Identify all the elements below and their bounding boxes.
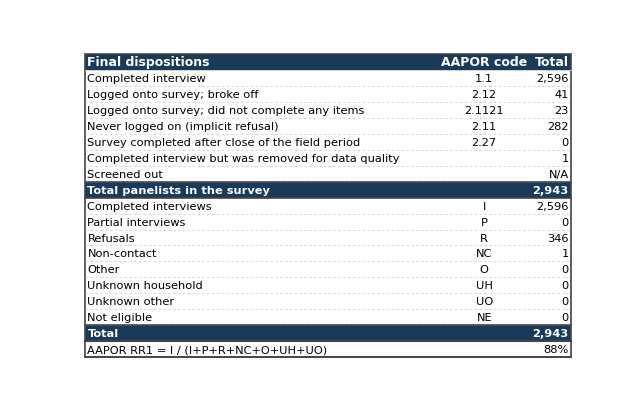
Text: Completed interview but was removed for data quality: Completed interview but was removed for … [88, 153, 400, 163]
Text: Total panelists in the survey: Total panelists in the survey [88, 185, 270, 195]
Text: N/A: N/A [548, 169, 568, 179]
Bar [85, 182, 571, 198]
Text: 0: 0 [561, 265, 568, 275]
Text: 2,596: 2,596 [536, 74, 568, 84]
Text: 41: 41 [554, 90, 568, 100]
Bar [85, 71, 571, 87]
Text: 2.11: 2.11 [472, 122, 497, 132]
Bar [85, 166, 571, 182]
Bar [85, 87, 571, 102]
Text: Unknown household: Unknown household [88, 281, 203, 291]
Bar [85, 309, 571, 326]
Bar [85, 134, 571, 150]
Text: Logged onto survey; broke off: Logged onto survey; broke off [88, 90, 259, 100]
Bar [85, 214, 571, 230]
Text: 2.27: 2.27 [472, 137, 497, 147]
Text: 1: 1 [561, 153, 568, 163]
Text: 1.1: 1.1 [475, 74, 493, 84]
Text: I: I [483, 201, 486, 211]
Text: 0: 0 [561, 313, 568, 322]
Bar [85, 102, 571, 119]
Bar [85, 198, 571, 214]
Text: Screened out: Screened out [88, 169, 163, 179]
Text: R: R [480, 233, 488, 243]
Text: AAPOR code: AAPOR code [441, 56, 527, 69]
Text: 0: 0 [561, 217, 568, 227]
Bar [85, 341, 571, 357]
Text: 2.12: 2.12 [472, 90, 497, 100]
Text: 0: 0 [561, 281, 568, 291]
Bar [85, 119, 571, 134]
Text: Completed interviews: Completed interviews [88, 201, 212, 211]
Text: Logged onto survey; did not complete any items: Logged onto survey; did not complete any… [88, 106, 365, 115]
Bar [85, 278, 571, 294]
Bar [85, 262, 571, 278]
Text: Final dispositions: Final dispositions [88, 56, 210, 69]
Text: 2,943: 2,943 [532, 328, 568, 339]
Text: Other: Other [88, 265, 120, 275]
Text: P: P [481, 217, 488, 227]
Text: 346: 346 [547, 233, 568, 243]
Text: UO: UO [476, 296, 493, 307]
Text: Non-contact: Non-contact [88, 249, 157, 259]
Text: Survey completed after close of the field period: Survey completed after close of the fiel… [88, 137, 361, 147]
Text: Never logged on (implicit refusal): Never logged on (implicit refusal) [88, 122, 279, 132]
Text: Total: Total [534, 56, 568, 69]
Bar [85, 326, 571, 341]
Text: 0: 0 [561, 137, 568, 147]
Text: Not eligible: Not eligible [88, 313, 152, 322]
Text: 2.1121: 2.1121 [465, 106, 504, 115]
Text: 2,596: 2,596 [536, 201, 568, 211]
Bar [85, 55, 571, 71]
Text: NC: NC [476, 249, 492, 259]
Text: 1: 1 [561, 249, 568, 259]
Text: 2,943: 2,943 [532, 185, 568, 195]
Text: 282: 282 [547, 122, 568, 132]
Text: Partial interviews: Partial interviews [88, 217, 186, 227]
Bar [85, 150, 571, 166]
Text: AAPOR RR1 = I / (I+P+R+NC+O+UH+UO): AAPOR RR1 = I / (I+P+R+NC+O+UH+UO) [88, 344, 328, 354]
Text: UH: UH [476, 281, 493, 291]
Text: 23: 23 [554, 106, 568, 115]
Text: Unknown other: Unknown other [88, 296, 175, 307]
Bar [85, 230, 571, 246]
Bar [85, 246, 571, 262]
Text: O: O [480, 265, 489, 275]
Text: 0: 0 [561, 296, 568, 307]
Text: Refusals: Refusals [88, 233, 135, 243]
Text: NE: NE [476, 313, 492, 322]
Bar [85, 294, 571, 309]
Text: Completed interview: Completed interview [88, 74, 206, 84]
Text: Total: Total [88, 328, 118, 339]
Text: 88%: 88% [543, 344, 568, 354]
